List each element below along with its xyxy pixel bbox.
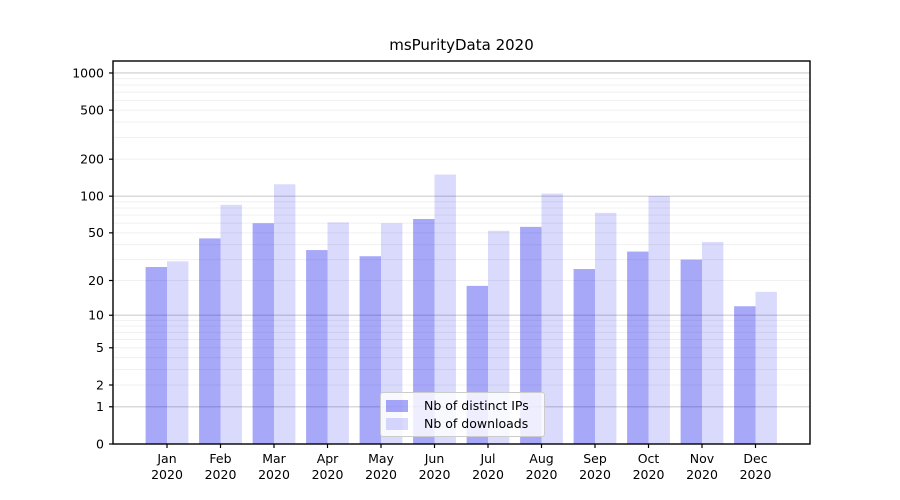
x-tick-label-year: 2020 <box>365 467 397 482</box>
legend-swatch-downloads <box>386 417 408 430</box>
x-tick-label-month: May <box>368 451 394 466</box>
y-tick-label: 0 <box>96 436 104 451</box>
bar-downloads-jan <box>167 261 189 444</box>
x-tick-label-year: 2020 <box>633 467 665 482</box>
y-tick-label: 100 <box>80 188 104 203</box>
bar-downloads-oct <box>648 196 670 444</box>
legend-swatch-distinct-ips <box>386 399 408 412</box>
bar-downloads-feb <box>220 204 242 444</box>
bar-distinct-ips-mar <box>252 223 274 444</box>
bar-distinct-ips-nov <box>680 259 702 444</box>
bar-downloads-sep <box>595 212 617 444</box>
y-tick-label: 10 <box>88 308 104 323</box>
x-tick-label-year: 2020 <box>686 467 718 482</box>
x-tick-label-month: Mar <box>262 451 286 466</box>
bar-downloads-jun <box>434 174 456 444</box>
x-tick-label-month: Apr <box>317 451 339 466</box>
bar-distinct-ips-oct <box>627 251 649 444</box>
legend-item-downloads: Nb of downloads <box>386 416 538 431</box>
x-tick-label-month: Oct <box>638 451 660 466</box>
x-tick-label-month: Aug <box>529 451 553 466</box>
bar-distinct-ips-sep <box>573 269 595 444</box>
legend-label-distinct-ips: Nb of distinct IPs <box>424 398 529 413</box>
x-tick-label-month: Sep <box>583 451 607 466</box>
x-tick-label-month: Feb <box>209 451 231 466</box>
y-tick-label: 200 <box>80 151 104 166</box>
x-tick-label-year: 2020 <box>205 467 237 482</box>
x-tick-label-year: 2020 <box>258 467 290 482</box>
bar-downloads-jul <box>488 230 510 444</box>
x-tick-label-year: 2020 <box>526 467 558 482</box>
bar-downloads-nov <box>702 242 724 444</box>
bar-distinct-ips-dec <box>734 306 756 444</box>
x-tick-label-month: Jul <box>479 451 495 466</box>
bar-distinct-ips-feb <box>199 238 221 444</box>
x-tick-label-year: 2020 <box>151 467 183 482</box>
legend-item-distinct-ips: Nb of distinct IPs <box>386 398 538 413</box>
x-tick-label-year: 2020 <box>579 467 611 482</box>
bar-distinct-ips-jun <box>413 218 435 444</box>
bar-downloads-mar <box>274 184 296 444</box>
legend: Nb of distinct IPs Nb of downloads <box>380 392 545 437</box>
x-tick-label-year: 2020 <box>472 467 504 482</box>
x-tick-label-year: 2020 <box>312 467 344 482</box>
bar-distinct-ips-apr <box>306 250 328 444</box>
bar-downloads-may <box>381 223 403 444</box>
y-tick-label: 20 <box>88 273 104 288</box>
legend-label-downloads: Nb of downloads <box>424 416 529 431</box>
bar-downloads-dec <box>755 291 777 444</box>
x-tick-label-month: Nov <box>690 451 715 466</box>
y-tick-label: 50 <box>88 225 104 240</box>
y-tick-label: 500 <box>80 102 104 117</box>
bar-distinct-ips-aug <box>520 226 542 444</box>
y-tick-label: 1 <box>96 399 104 414</box>
y-tick-label: 5 <box>96 340 104 355</box>
chart-title: msPurityData 2020 <box>389 36 534 54</box>
bar-downloads-aug <box>541 193 563 444</box>
bar-distinct-ips-may <box>359 256 381 444</box>
x-tick-label-month: Dec <box>743 451 767 466</box>
x-tick-label-month: Jan <box>156 451 176 466</box>
x-tick-label-month: Jun <box>424 451 445 466</box>
bar-downloads-apr <box>327 222 349 444</box>
x-tick-label-year: 2020 <box>419 467 451 482</box>
x-tick-label-year: 2020 <box>740 467 772 482</box>
y-tick-label: 2 <box>96 377 104 392</box>
y-tick-label: 1000 <box>72 65 104 80</box>
bar-distinct-ips-jan <box>145 267 167 444</box>
axes-spines <box>112 60 811 445</box>
